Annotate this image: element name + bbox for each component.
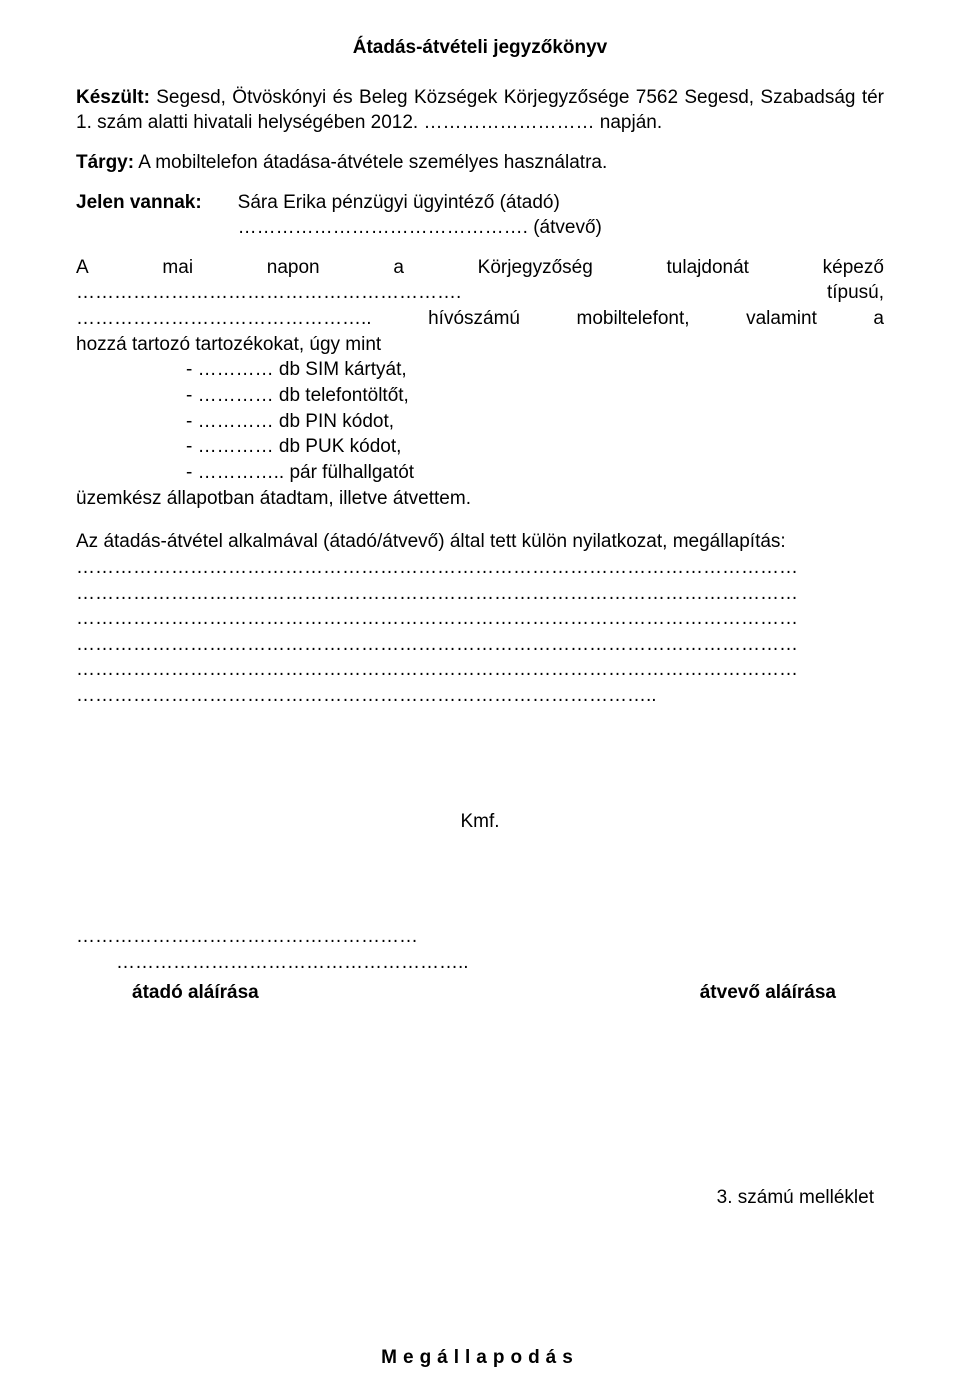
- subject-paragraph: Tárgy: A mobiltelefon átadása-átvétele s…: [76, 150, 884, 176]
- dotted-line: ……………………………………………………………………………………………………: [76, 606, 884, 632]
- attachment-label: 3. számú melléklet: [76, 1185, 884, 1211]
- body-word: mobiltelefont,: [577, 306, 690, 332]
- attendees-names: Sára Erika pénzügyi ügyintéző (átadó) ………: [238, 190, 884, 241]
- body-dots: ………………………………………..: [76, 306, 372, 332]
- dotted-line: ……………………………………………………………………………………………………: [76, 555, 884, 581]
- accessory-list: - ………… db SIM kártyát, - ………… db telefon…: [76, 357, 884, 485]
- intro-text: Segesd, Ötvöskónyi és Beleg Községek Kör…: [76, 87, 884, 134]
- list-item: - ………… db telefontöltőt,: [186, 383, 884, 409]
- body-word: mai: [162, 255, 193, 281]
- body-dots: …………………………………………………….: [76, 280, 461, 306]
- kmf-label: Kmf.: [76, 809, 884, 835]
- dotted-line: ……………………………………………………………………………………………………: [76, 581, 884, 607]
- body-row-1: A mai napon a Körjegyzőség tulajdonát ké…: [76, 255, 884, 281]
- signature-dots-1: ………………………………………………: [76, 924, 884, 950]
- body-word: A: [76, 255, 89, 281]
- spacer: [76, 511, 884, 529]
- body-word: valamint: [746, 306, 817, 332]
- attendees-block: Jelen vannak: Sára Erika pénzügyi ügyint…: [76, 190, 884, 241]
- attendee-receiver: ………………………………………. (átvevő): [238, 215, 884, 241]
- footer-title: Megállapodás: [0, 1345, 960, 1371]
- body-row-3: ……………………………………….. hívószámú mobiltelefon…: [76, 306, 884, 332]
- subject-label: Tárgy:: [76, 152, 134, 173]
- receiver-signature-label: átvevő aláírása: [700, 980, 836, 1006]
- body-row-4: hozzá tartozó tartozékokat, úgy mint: [76, 332, 884, 358]
- body-word: hívószámú: [428, 306, 520, 332]
- list-item: - ………… db PIN kódot,: [186, 409, 884, 435]
- list-item: - ………… db SIM kártyát,: [186, 357, 884, 383]
- body-closing: üzemkész állapotban átadtam, illetve átv…: [76, 486, 884, 512]
- declaration-line: Az átadás-átvétel alkalmával (átadó/átve…: [76, 529, 884, 555]
- body-word: képező: [823, 255, 884, 281]
- document-page: Átadás-átvételi jegyzőkönyv Készült: Seg…: [0, 0, 960, 1397]
- dotted-line: ………………………………………………………………………………..: [76, 683, 884, 709]
- document-title: Átadás-átvételi jegyzőkönyv: [76, 35, 884, 61]
- dotted-line: ……………………………………………………………………………………………………: [76, 632, 884, 658]
- list-item: - ………… db PUK kódot,: [186, 434, 884, 460]
- signature-row: átadó aláírása átvevő aláírása: [76, 980, 884, 1006]
- dotted-line: ……………………………………………………………………………………………………: [76, 657, 884, 683]
- body-word: típusú,: [827, 280, 884, 306]
- intro-label: Készült:: [76, 87, 150, 108]
- body-row-2: ……………………………………………………. típusú,: [76, 280, 884, 306]
- body-word: Körjegyzőség: [478, 255, 593, 281]
- body-word: a: [393, 255, 404, 281]
- body-word: a: [873, 306, 884, 332]
- body-block: A mai napon a Körjegyzőség tulajdonát ké…: [76, 255, 884, 511]
- intro-paragraph: Készült: Segesd, Ötvöskónyi és Beleg Köz…: [76, 85, 884, 136]
- signature-dots-2: ………………………………………………..: [76, 950, 884, 976]
- list-item: - ………….. pár fülhallgatót: [186, 460, 884, 486]
- attendees-label: Jelen vannak:: [76, 190, 202, 241]
- body-word: tulajdonát: [667, 255, 749, 281]
- attendee-giver: Sára Erika pénzügyi ügyintéző (átadó): [238, 190, 884, 216]
- body-word: napon: [267, 255, 320, 281]
- giver-signature-label: átadó aláírása: [132, 980, 259, 1006]
- subject-text: A mobiltelefon átadása-átvétele személye…: [134, 152, 607, 173]
